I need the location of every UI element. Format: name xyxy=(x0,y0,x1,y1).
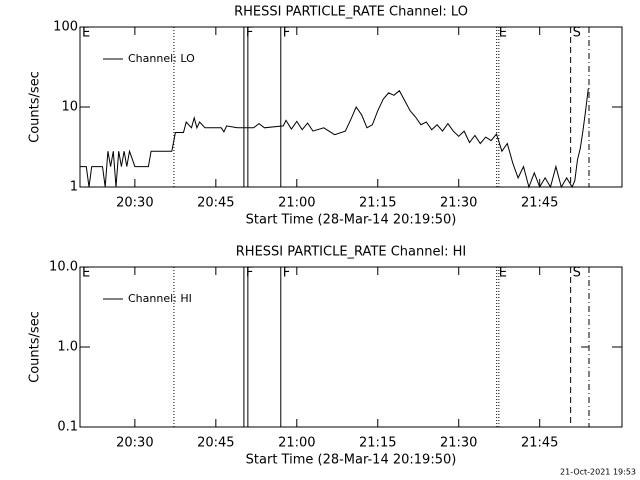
x-tick-label: 20:30 xyxy=(116,436,153,451)
y-axis-label: Counts/sec xyxy=(28,71,43,143)
y-axis-label: Counts/sec xyxy=(28,311,43,383)
x-tick-label: 20:30 xyxy=(116,196,153,211)
y-tick-label: 1.0 xyxy=(57,340,78,355)
marker-label: E xyxy=(82,26,90,41)
marker-label: E xyxy=(499,26,507,41)
marker-label: E xyxy=(499,266,507,281)
chart-title: RHESSI PARTICLE_RATE Channel: HI xyxy=(236,245,466,260)
marker-label: F xyxy=(246,26,253,41)
x-axis-label: Start Time (28-Mar-14 20:19:50) xyxy=(246,213,457,228)
x-tick-label: 21:00 xyxy=(278,196,315,211)
footer: 21-Oct-2021 19:53 xyxy=(560,468,636,477)
x-tick-label: 21:00 xyxy=(278,436,315,451)
y-tick-label: 10 xyxy=(61,100,78,115)
legend-label: Channel: LO xyxy=(128,52,195,65)
marker-label: S xyxy=(573,26,581,41)
x-tick-label: 21:30 xyxy=(440,196,477,211)
marker-label: F xyxy=(246,266,253,281)
data-line xyxy=(80,88,589,189)
y-tick-label: 1 xyxy=(70,180,78,195)
y-tick-label: 10.0 xyxy=(49,260,78,275)
x-tick-label: 21:45 xyxy=(521,436,558,451)
chart-title: RHESSI PARTICLE_RATE Channel: LO xyxy=(234,5,468,20)
marker-label: F xyxy=(283,266,290,281)
x-tick-label: 20:45 xyxy=(197,196,234,211)
marker-label: S xyxy=(573,266,581,281)
marker-label: F xyxy=(283,26,290,41)
x-tick-label: 21:15 xyxy=(359,436,396,451)
x-tick-label: 20:45 xyxy=(197,436,234,451)
x-tick-label: 21:15 xyxy=(359,196,396,211)
y-tick-label: 100 xyxy=(53,20,78,35)
legend-label: Channel: HI xyxy=(128,292,192,305)
x-tick-label: 21:30 xyxy=(440,436,477,451)
x-tick-label: 21:45 xyxy=(521,196,558,211)
y-tick-label: 0.1 xyxy=(57,420,78,435)
x-axis-label: Start Time (28-Mar-14 20:19:50) xyxy=(246,453,457,468)
marker-label: E xyxy=(82,266,90,281)
